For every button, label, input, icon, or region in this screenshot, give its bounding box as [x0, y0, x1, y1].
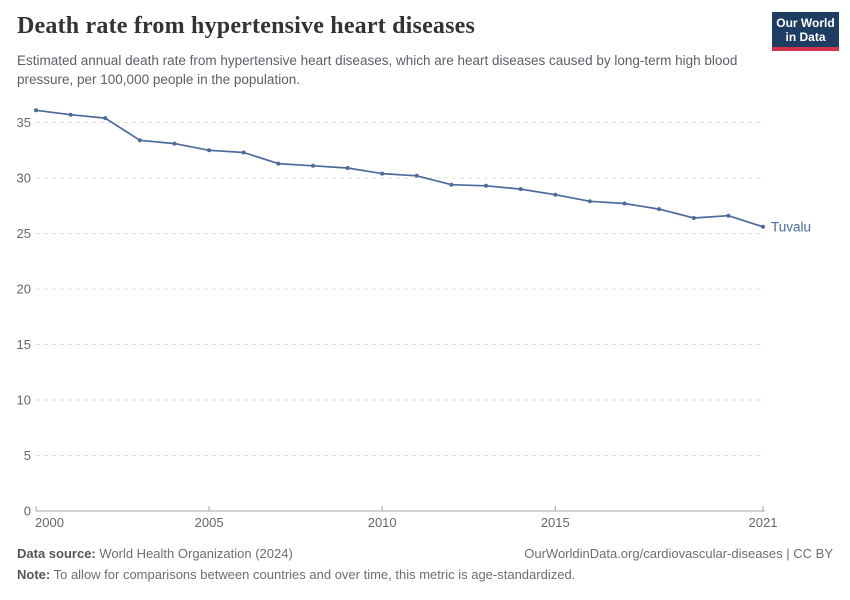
x-axis-label: 2000	[35, 515, 64, 530]
data-point	[587, 199, 592, 204]
y-axis-label: 5	[24, 448, 31, 463]
data-point	[103, 116, 108, 121]
owid-logo-line1: Our World	[776, 15, 835, 30]
data-point	[622, 201, 627, 206]
data-point	[172, 141, 177, 146]
data-point	[553, 192, 558, 197]
data-source-text: World Health Organization (2024)	[95, 546, 293, 561]
x-axis-label: 2015	[541, 515, 570, 530]
data-point	[68, 112, 73, 117]
data-point	[137, 138, 142, 143]
data-point	[761, 224, 765, 229]
data-point	[657, 207, 662, 212]
line-chart[interactable]: 0 5 10 15 20 25 30 35 2000 2005 2010 2015 2021 Tuvalu	[0, 100, 850, 545]
data-point	[34, 108, 38, 113]
data-point	[691, 216, 696, 220]
y-axis-label: 35	[17, 115, 31, 130]
chart-subtitle: Estimated annual death rate from hyperte…	[17, 53, 738, 87]
y-axis-label: 15	[17, 337, 31, 352]
data-source: Data source: World Health Organization (…	[17, 546, 293, 561]
chart-footer: Data source: World Health Organization (…	[17, 546, 833, 582]
data-point	[241, 150, 246, 155]
note-text: To allow for comparisons between countri…	[50, 567, 576, 582]
data-point	[726, 213, 731, 218]
data-point	[518, 187, 523, 192]
x-axis-label: 2005	[195, 515, 224, 530]
y-axis-label: 20	[17, 282, 31, 297]
y-axis-label: 0	[24, 504, 31, 519]
data-point	[345, 166, 350, 170]
data-point	[380, 171, 385, 176]
owid-logo: Our World in Data	[772, 12, 839, 51]
data-point	[207, 148, 212, 153]
owid-logo-line2: in Data	[785, 29, 826, 44]
data-source-label: Data source:	[17, 546, 96, 561]
data-point	[276, 161, 281, 166]
page-title: Death rate from hypertensive heart disea…	[17, 13, 476, 39]
y-axis-label: 25	[17, 226, 31, 241]
data-point	[484, 183, 488, 188]
data-point	[449, 182, 454, 187]
x-axis-label: 2021	[749, 515, 778, 530]
series-label-tuvalu[interactable]: Tuvalu	[771, 219, 811, 234]
data-point	[414, 173, 419, 178]
y-axis-label: 10	[17, 393, 31, 408]
y-axis-label: 30	[17, 171, 31, 186]
chart-note: Note: To allow for comparisons between c…	[17, 567, 833, 582]
owid-link[interactable]: OurWorldinData.org/cardiovascular-diseas…	[524, 546, 833, 561]
note-label: Note:	[17, 567, 51, 582]
x-axis-label: 2010	[368, 515, 397, 530]
data-point	[311, 163, 315, 168]
tuvalu-line	[35, 109, 764, 228]
